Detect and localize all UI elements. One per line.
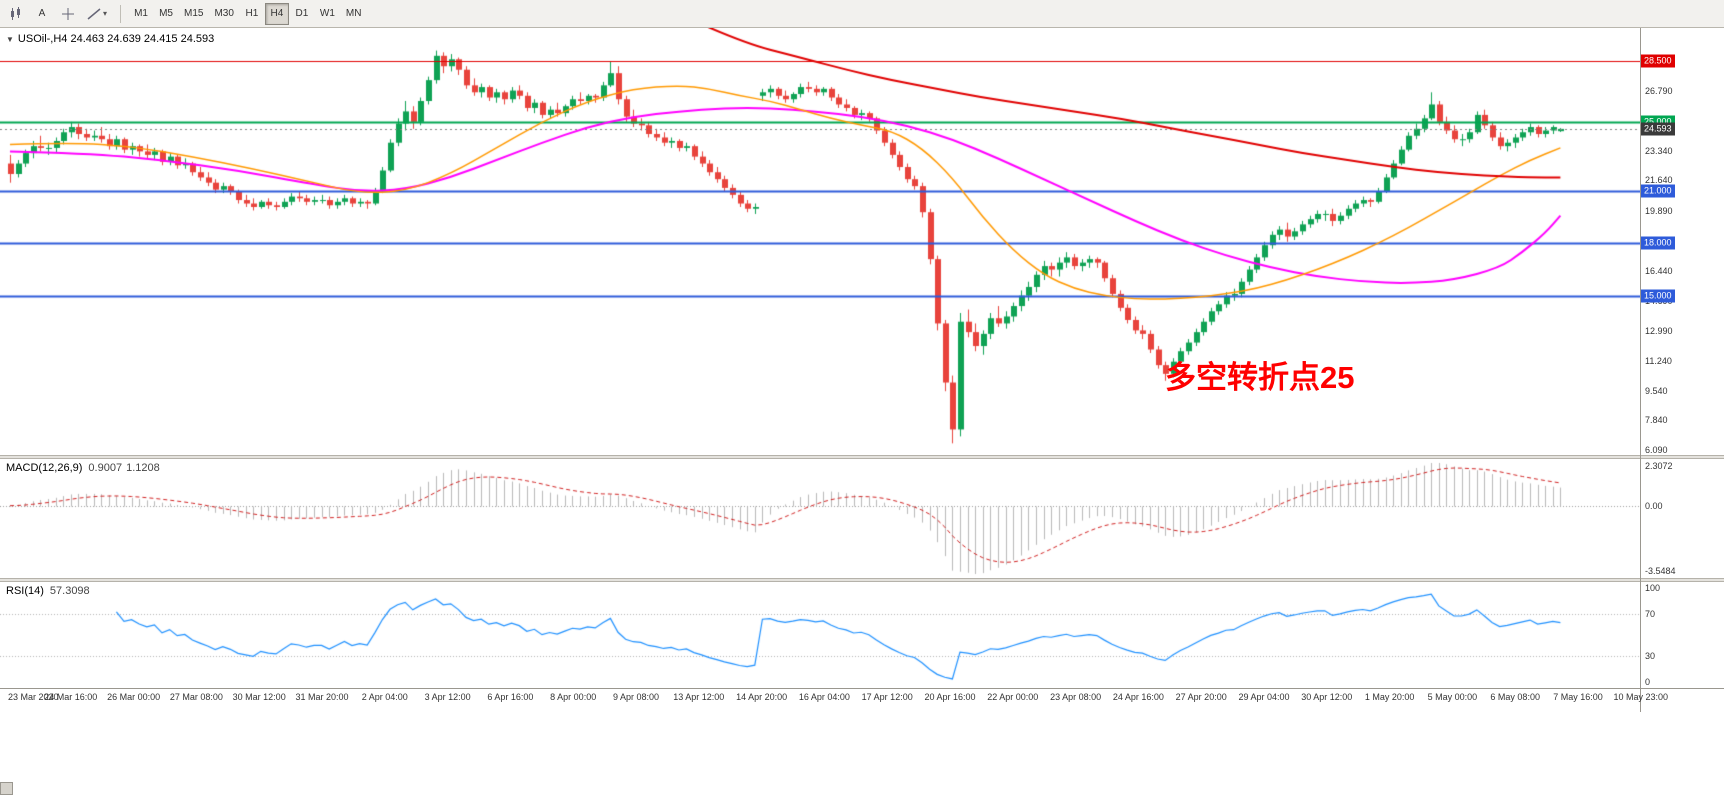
time-axis-label: 22 Apr 00:00 — [987, 692, 1039, 702]
text-tool-button[interactable]: A — [30, 3, 54, 25]
current-price-badge: 24.593 — [1641, 122, 1675, 136]
timeframe-button-m5[interactable]: M5 — [154, 3, 178, 25]
candlestick-icon — [11, 6, 20, 20]
price-axis-label: 9.540 — [1645, 385, 1668, 396]
time-axis-label: 23 Apr 08:00 — [1050, 692, 1102, 702]
ohlc-values-label: 24.463 24.639 24.415 24.593 — [70, 33, 215, 45]
time-axis-label: 29 Apr 04:00 — [1238, 692, 1290, 702]
price-axis-label: 12.990 — [1645, 325, 1673, 336]
time-axis-label: 30 Mar 12:00 — [232, 692, 286, 702]
time-axis-label: 24 Apr 16:00 — [1112, 692, 1164, 702]
timeframe-button-w1[interactable]: W1 — [315, 3, 340, 25]
macd-axis-max: 2.3072 — [1645, 461, 1673, 471]
collapse-chart-button[interactable]: ▼ — [6, 35, 14, 44]
macd-panel-canvas[interactable] — [0, 459, 1640, 578]
rsi-axis-0: 0 — [1645, 677, 1651, 687]
time-axis-label: 13 Apr 12:00 — [673, 692, 725, 702]
timeframe-button-h1[interactable]: H1 — [240, 3, 264, 25]
time-axis-label: 1 May 20:00 — [1364, 692, 1415, 702]
rsi-axis-100: 100 — [1645, 583, 1661, 593]
symbol-period-label: USOil-,H4 — [17, 33, 68, 45]
panel-splitter[interactable] — [0, 455, 1724, 459]
price-axis-label: 6.090 — [1645, 445, 1668, 456]
time-axis-label: 24 Mar 16:00 — [44, 692, 98, 702]
time-axis-label: 14 Apr 20:00 — [736, 692, 788, 702]
time-axis-label: 8 Apr 00:00 — [550, 692, 597, 702]
time-axis-label: 30 Apr 12:00 — [1301, 692, 1353, 702]
timeframe-button-m30[interactable]: M30 — [209, 3, 238, 25]
price-chart-canvas[interactable] — [0, 28, 1640, 455]
panel-splitter[interactable] — [0, 578, 1724, 582]
crosshair-tool-button[interactable] — [56, 3, 80, 25]
time-axis-label: 10 May 23:00 — [1613, 692, 1669, 702]
time-axis-label: 2 Apr 04:00 — [361, 692, 408, 702]
time-axis-label: 7 May 16:00 — [1553, 692, 1603, 702]
timeframe-button-mn[interactable]: MN — [341, 3, 367, 25]
price-level-badge: 28.500 — [1641, 54, 1675, 68]
timeframe-button-h4[interactable]: H4 — [264, 2, 289, 25]
line-tools-button[interactable]: ▾ — [82, 3, 112, 25]
timeframe-button-m15[interactable]: M15 — [179, 3, 208, 25]
chart-annotation-text: 多空转折点25 — [1165, 360, 1355, 395]
macd-signal-value: 1.1208 — [126, 462, 160, 474]
rsi-name: RSI(14) — [6, 585, 44, 597]
time-axis-label: 6 Apr 16:00 — [487, 692, 534, 702]
time-axis-label: 26 Mar 00:00 — [107, 692, 161, 702]
macd-main-value: 0.9007 — [88, 462, 123, 474]
time-axis-label: 31 Mar 20:00 — [295, 692, 349, 702]
price-axis-label: 26.790 — [1645, 85, 1673, 96]
scroll-corner — [0, 782, 13, 795]
price-axis-label: 21.640 — [1645, 175, 1673, 186]
macd-name: MACD(12,26,9) — [6, 462, 83, 474]
crosshair-icon — [62, 7, 74, 20]
chevron-down-icon: ▾ — [103, 9, 108, 18]
price-level-badge: 21.000 — [1641, 184, 1675, 198]
rsi-axis-70: 70 — [1645, 608, 1656, 619]
toolbar: A ▾ M1 M5 M15 M30 H1 H4 D1 W1 MN — [0, 0, 1724, 28]
price-axis-label: 16.440 — [1645, 265, 1673, 276]
price-axis-border — [1640, 28, 1641, 712]
timeframe-button-d1[interactable]: D1 — [290, 3, 314, 25]
chart-title: ▼ USOil-,H4 24.463 24.639 24.415 24.593 — [6, 33, 214, 45]
timeframe-button-m1[interactable]: M1 — [129, 3, 153, 25]
timeframe-group: M1 M5 M15 M30 H1 H4 D1 W1 MN — [129, 2, 367, 25]
macd-indicator-label: MACD(12,26,9) 0.9007 1.1208 — [6, 462, 160, 474]
rsi-panel-canvas[interactable] — [0, 582, 1640, 688]
macd-axis-zero: 0.00 — [1645, 500, 1663, 511]
rsi-axis-30: 30 — [1645, 651, 1656, 662]
time-axis-label: 20 Apr 16:00 — [924, 692, 976, 702]
trendline-icon — [87, 7, 101, 20]
time-axis-label: 17 Apr 12:00 — [861, 692, 913, 702]
price-axis-label: 7.840 — [1645, 415, 1668, 426]
time-axis-label: 9 Apr 08:00 — [612, 692, 660, 702]
time-axis-label: 27 Apr 20:00 — [1175, 692, 1227, 702]
time-axis-label: 5 May 00:00 — [1427, 692, 1478, 702]
price-level-badge: 18.000 — [1641, 236, 1675, 250]
time-axis-label: 3 Apr 12:00 — [424, 692, 471, 702]
price-axis-label: 19.890 — [1645, 205, 1673, 216]
time-axis-border — [0, 688, 1724, 689]
price-axis-label: 23.340 — [1645, 145, 1673, 156]
price-axis-label: 11.240 — [1645, 355, 1672, 366]
rsi-indicator-label: RSI(14) 57.3098 — [6, 585, 90, 597]
chart-window-button[interactable] — [4, 3, 28, 25]
toolbar-separator — [120, 4, 122, 23]
time-axis-label: 27 Mar 08:00 — [169, 692, 223, 702]
macd-axis-min: -3.5484 — [1645, 566, 1676, 576]
rsi-value: 57.3098 — [49, 585, 90, 597]
time-axis-label: 16 Apr 04:00 — [798, 692, 850, 702]
price-level-badge: 15.000 — [1641, 289, 1675, 303]
time-axis-label: 6 May 08:00 — [1490, 692, 1540, 702]
time-axis-label: 23 Mar 2020 — [8, 692, 59, 702]
